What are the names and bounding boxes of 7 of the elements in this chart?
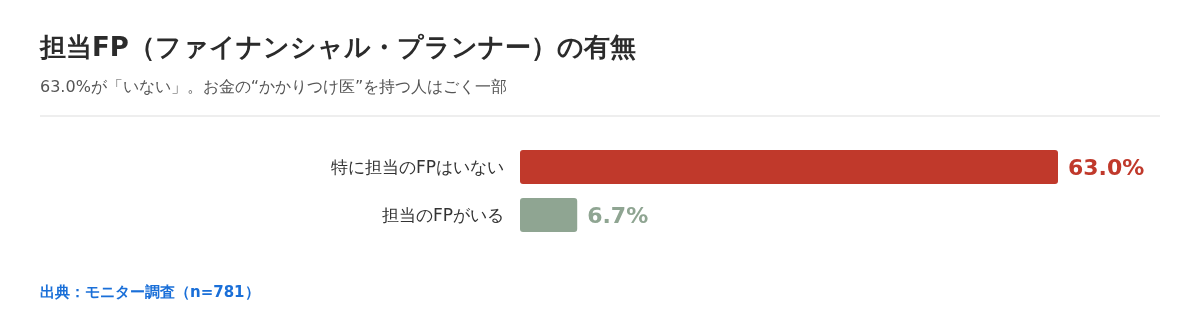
value-label: 63.0% (1068, 155, 1145, 180)
subtitle: 63.0%が「いない」。お金の“かかりつけ医”を持つ人はごく一部 (40, 77, 508, 96)
title: 担当FP（ファイナンシャル・プランナー）の有無 (40, 32, 636, 62)
category-label: 担当のFPがいる (381, 205, 504, 225)
annotation: 出典：モニター調査（n=781） (40, 283, 260, 301)
value-label: 6.7% (587, 203, 649, 228)
category-label: 特に担当のFPはいない (330, 157, 504, 177)
